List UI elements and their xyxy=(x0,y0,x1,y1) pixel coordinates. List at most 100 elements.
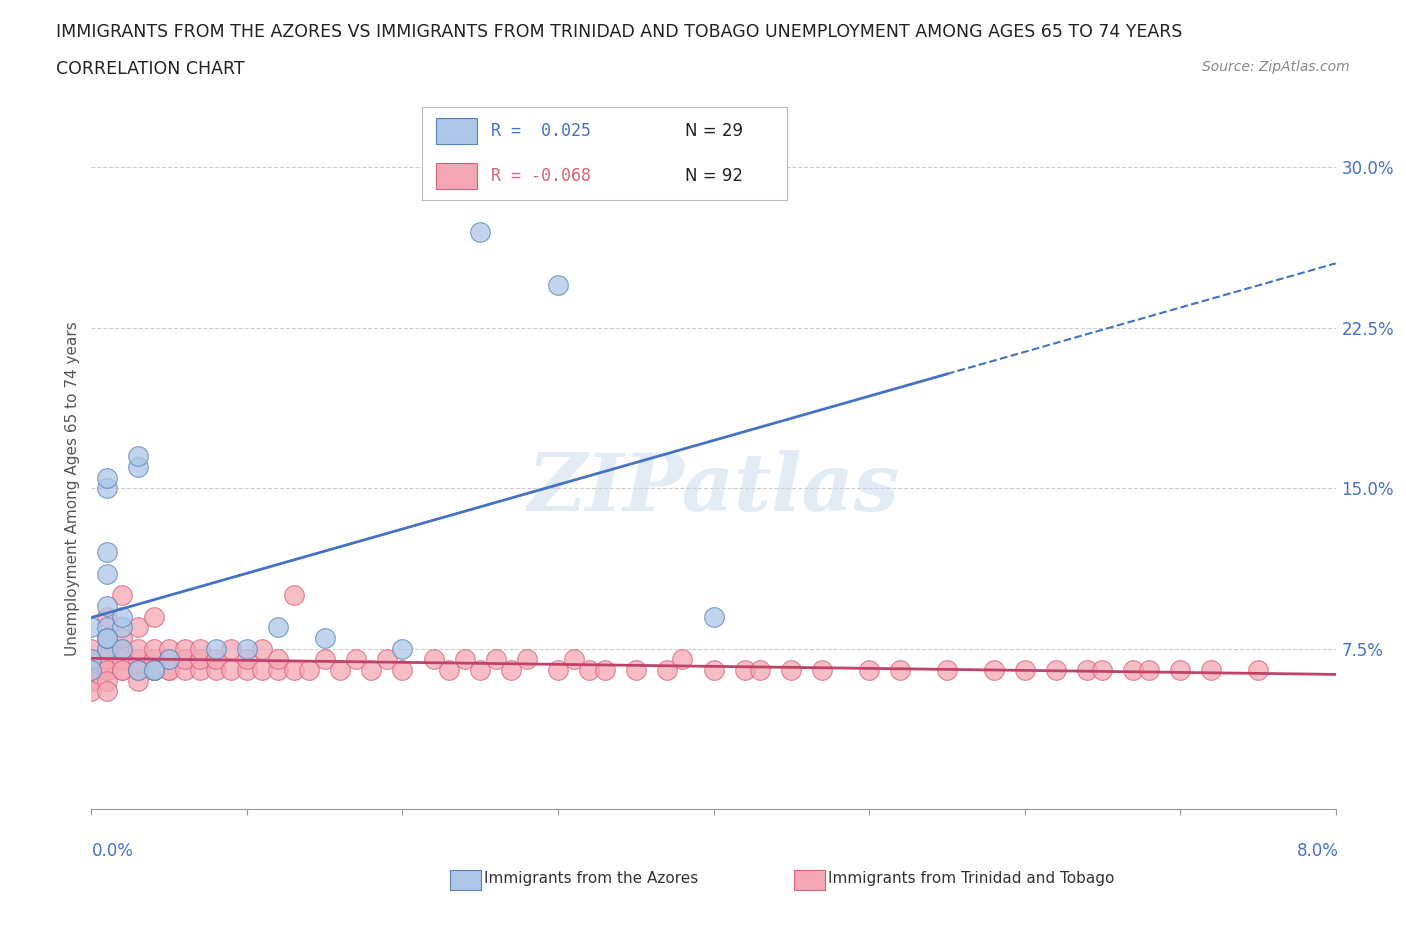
Point xyxy=(1045,662,1067,677)
Point xyxy=(96,642,118,657)
Point xyxy=(80,662,103,677)
Point xyxy=(96,631,118,645)
Point xyxy=(96,470,118,485)
Point xyxy=(111,662,134,677)
Point xyxy=(111,631,134,645)
Point xyxy=(236,642,259,657)
Point xyxy=(858,662,880,677)
Point xyxy=(314,631,336,645)
Point xyxy=(96,662,118,677)
Point xyxy=(142,642,165,657)
Point xyxy=(96,609,118,624)
Point xyxy=(96,545,118,560)
Point xyxy=(127,642,149,657)
Point xyxy=(485,652,508,667)
Text: CORRELATION CHART: CORRELATION CHART xyxy=(56,60,245,78)
Point xyxy=(157,662,180,677)
Point xyxy=(437,662,460,677)
Point xyxy=(96,662,118,677)
Point xyxy=(157,652,180,667)
Point xyxy=(127,652,149,667)
Point xyxy=(578,662,600,677)
Point xyxy=(1247,662,1270,677)
Point xyxy=(96,481,118,496)
Point xyxy=(80,652,103,667)
Point xyxy=(80,684,103,699)
Point xyxy=(80,642,103,657)
Point xyxy=(111,619,134,634)
Text: 8.0%: 8.0% xyxy=(1296,842,1339,860)
Point xyxy=(236,652,259,667)
Point xyxy=(96,566,118,581)
Point xyxy=(252,662,274,677)
Point xyxy=(80,673,103,688)
Point xyxy=(283,588,305,603)
Point xyxy=(983,662,1005,677)
Text: Immigrants from the Azores: Immigrants from the Azores xyxy=(484,871,697,886)
Point xyxy=(205,662,228,677)
Point xyxy=(96,631,118,645)
Point xyxy=(655,662,678,677)
Point xyxy=(188,642,211,657)
Text: Immigrants from Trinidad and Tobago: Immigrants from Trinidad and Tobago xyxy=(828,871,1115,886)
Point xyxy=(1168,662,1191,677)
Point xyxy=(221,662,243,677)
Point xyxy=(157,642,180,657)
Point xyxy=(111,652,134,667)
Point xyxy=(111,609,134,624)
Point xyxy=(501,662,523,677)
Point xyxy=(127,673,149,688)
Point xyxy=(1014,662,1036,677)
Point xyxy=(422,652,444,667)
Point xyxy=(157,662,180,677)
Point xyxy=(267,652,290,667)
Bar xyxy=(436,163,477,189)
Point xyxy=(96,652,118,667)
Point xyxy=(516,652,538,667)
Point xyxy=(267,662,290,677)
Point xyxy=(391,662,413,677)
Point xyxy=(702,662,725,677)
Bar xyxy=(436,118,477,144)
Point xyxy=(127,459,149,474)
Point xyxy=(111,642,134,657)
Point xyxy=(173,662,195,677)
Point xyxy=(142,662,165,677)
Point xyxy=(734,662,756,677)
Point xyxy=(749,662,772,677)
Point xyxy=(111,642,134,657)
Point xyxy=(96,642,118,657)
Point xyxy=(80,662,103,677)
Point xyxy=(252,642,274,657)
Point xyxy=(1137,662,1160,677)
Y-axis label: Unemployment Among Ages 65 to 74 years: Unemployment Among Ages 65 to 74 years xyxy=(65,321,80,656)
Point xyxy=(80,662,103,677)
Point xyxy=(314,652,336,667)
Text: N = 29: N = 29 xyxy=(685,122,742,140)
Point xyxy=(935,662,957,677)
Point xyxy=(470,224,492,239)
Point xyxy=(127,662,149,677)
Point xyxy=(111,588,134,603)
Text: ZIPatlas: ZIPatlas xyxy=(527,449,900,527)
Point xyxy=(173,642,195,657)
Text: N = 92: N = 92 xyxy=(685,166,742,185)
Point xyxy=(205,642,228,657)
Point xyxy=(267,619,290,634)
Text: R = -0.068: R = -0.068 xyxy=(491,166,592,185)
Point xyxy=(188,652,211,667)
Point xyxy=(157,652,180,667)
Point xyxy=(173,652,195,667)
Point xyxy=(142,652,165,667)
Point xyxy=(142,662,165,677)
Point xyxy=(96,684,118,699)
Point xyxy=(470,662,492,677)
Point xyxy=(96,599,118,614)
Text: Source: ZipAtlas.com: Source: ZipAtlas.com xyxy=(1202,60,1350,74)
Point xyxy=(391,642,413,657)
Point xyxy=(360,662,382,677)
Point xyxy=(562,652,585,667)
Point xyxy=(80,652,103,667)
Point xyxy=(547,662,569,677)
Point xyxy=(188,662,211,677)
